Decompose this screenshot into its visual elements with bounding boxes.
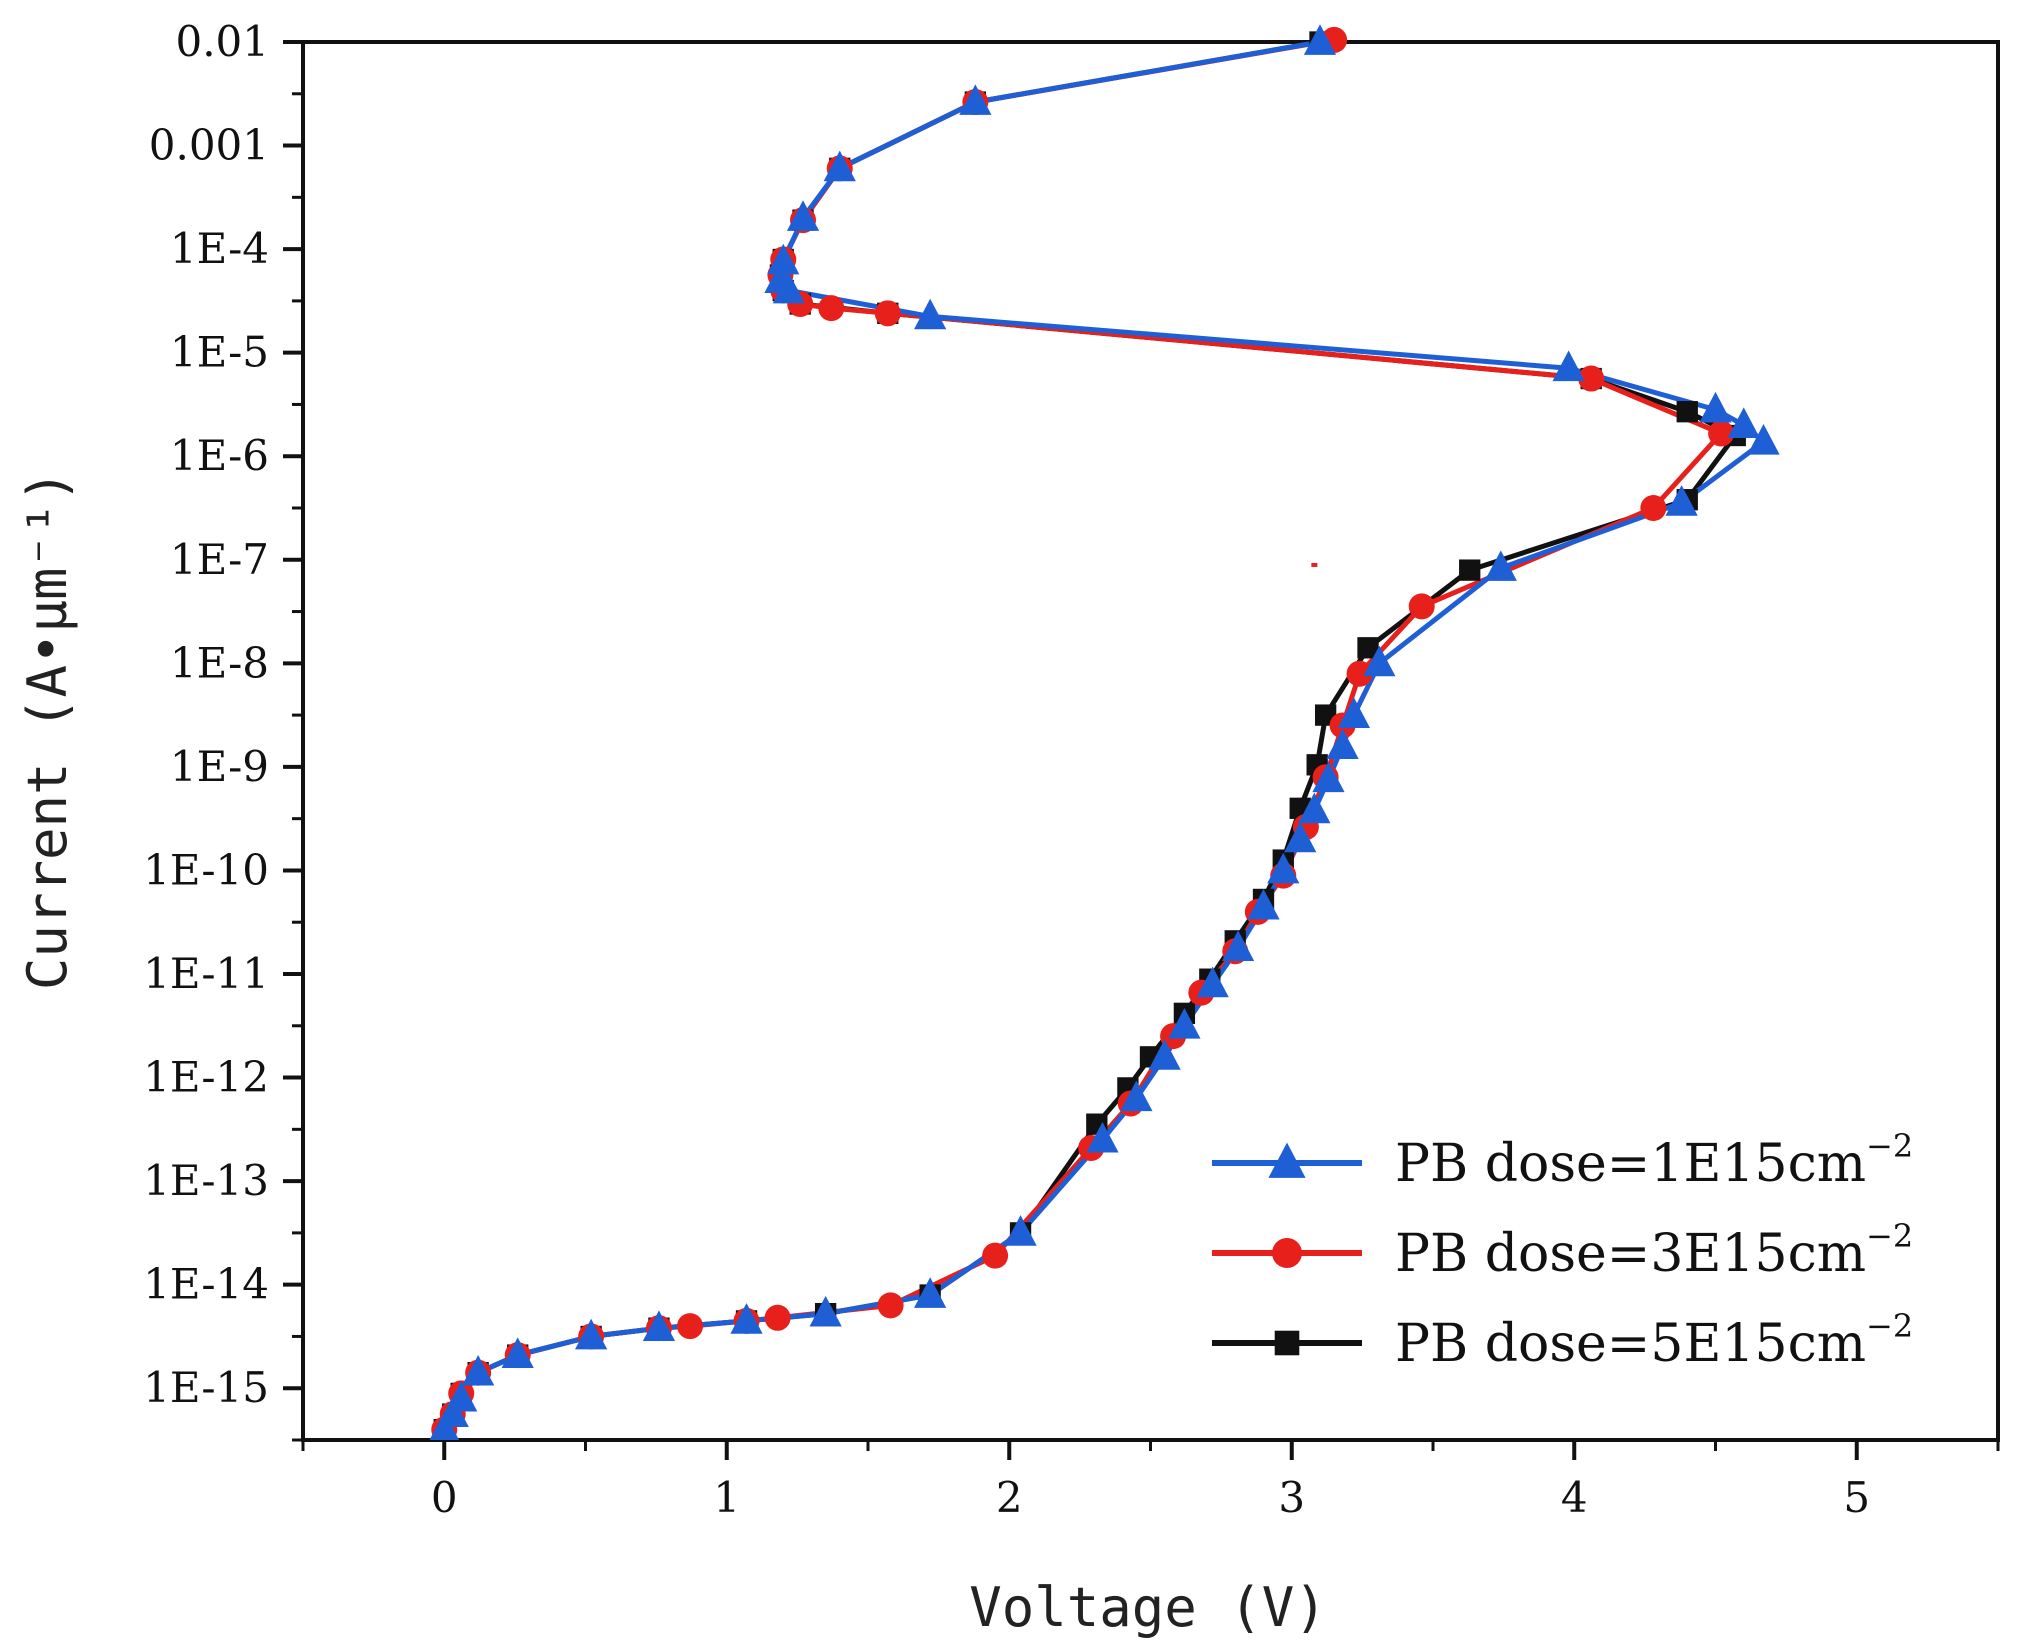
data-point-triangle [914, 1277, 947, 1308]
legend: PB dose=1E15cm−2PB dose=3E15cm−2PB dose=… [1212, 1127, 1913, 1374]
y-tick-label: 1E-13 [143, 1156, 269, 1205]
data-point-triangle [786, 200, 820, 231]
series-layer [442, 37, 1766, 1431]
data-point-circle [1640, 495, 1667, 521]
data-point-triangle [1552, 350, 1585, 382]
data-point-triangle [1221, 930, 1255, 961]
y-tick-label: 1E-15 [143, 1363, 269, 1412]
data-point-triangle [1747, 423, 1780, 455]
data-point-circle [874, 300, 901, 327]
data-point-circle [677, 1313, 704, 1340]
data-point-triangle [501, 1337, 534, 1368]
y-tick-label: 1E-12 [143, 1053, 269, 1102]
series-line-3 [442, 39, 1738, 1431]
data-point-triangle [1665, 485, 1698, 516]
data-point-circle [982, 1242, 1009, 1269]
series-line-2 [442, 37, 1724, 1431]
y-tick-label: 1E-6 [170, 431, 269, 480]
data-point-circle [1346, 660, 1373, 687]
x-axis: 0 1 2 3 4 5 [301, 1440, 2000, 1522]
x-tick-label: 0 [431, 1473, 458, 1522]
series-line-1 [442, 39, 1766, 1431]
legend-label-text: PB dose=1E15cm [1395, 1134, 1866, 1194]
data-point-triangle [1303, 24, 1337, 55]
stray-dot [1311, 562, 1318, 567]
data-point-triangle [1196, 966, 1229, 998]
data-point-triangle [1326, 728, 1359, 760]
data-point-circle [1578, 365, 1605, 392]
data-point-square [1357, 637, 1379, 659]
data-point-triangle [1004, 1215, 1037, 1246]
y-tick-label: 1E-5 [170, 328, 269, 377]
y-tick-label: 1E-4 [170, 224, 269, 273]
data-point-triangle [1267, 852, 1300, 884]
data-point-triangle [823, 150, 856, 182]
y-tick-label: 1E-9 [170, 742, 269, 791]
legend-label-superscript: −2 [1866, 1307, 1913, 1345]
data-point-triangle [959, 84, 992, 115]
legend-label-2: PB dose=3E15cm−2 [1395, 1217, 1913, 1284]
data-point-circle [764, 1304, 791, 1331]
data-point-triangle [642, 1310, 676, 1342]
data-point-triangle [1284, 821, 1317, 853]
y-tick-label: 0.001 [149, 121, 269, 170]
data-point-circle [818, 295, 845, 322]
data-point-triangle [1298, 792, 1331, 824]
y-tick-label: 1E-7 [170, 535, 269, 584]
data-point-square [1459, 559, 1481, 581]
data-point-triangle [764, 262, 797, 294]
y-tick-label: 1E-8 [170, 638, 269, 687]
x-tick-label: 3 [1278, 1473, 1305, 1522]
data-point-circle [877, 1292, 904, 1319]
data-point-triangle [1247, 888, 1280, 920]
x-tick-label: 2 [996, 1473, 1023, 1522]
y-tick-label: 1E-10 [143, 845, 269, 894]
legend-label-1: PB dose=1E15cm−2 [1395, 1127, 1913, 1194]
x-axis-title: Voltage (V) [969, 1576, 1327, 1639]
legend-marker-circle [1272, 1238, 1302, 1268]
legend-label-text: PB dose=5E15cm [1395, 1314, 1866, 1374]
x-tick-label: 1 [713, 1473, 740, 1522]
data-point-triangle [575, 1318, 608, 1350]
y-axis-title: Current (A•μm⁻¹) [16, 470, 79, 990]
data-point-square [1676, 401, 1698, 423]
data-point-triangle [1699, 391, 1732, 423]
data-point-triangle [1312, 761, 1345, 793]
legend-marker-square [1274, 1330, 1300, 1356]
x-tick-label: 5 [1843, 1473, 1870, 1522]
data-point-triangle [436, 1396, 469, 1427]
data-point-triangle [1168, 1008, 1201, 1039]
data-point-triangle [1148, 1039, 1181, 1070]
data-point-triangle [914, 298, 947, 330]
data-point-triangle [1337, 697, 1371, 728]
data-point-triangle [730, 1303, 763, 1334]
data-point-triangle [445, 1380, 478, 1412]
data-point-circle [1408, 593, 1435, 620]
data-point-triangle [1484, 550, 1517, 581]
data-point-triangle [1727, 407, 1760, 439]
x-tick-label: 4 [1561, 1473, 1588, 1522]
data-point-circle [1708, 420, 1735, 447]
y-tick-label: 1E-14 [143, 1260, 269, 1309]
data-point-triangle [767, 243, 800, 275]
legend-label-3: PB dose=5E15cm−2 [1395, 1307, 1913, 1374]
legend-marker-triangle [1268, 1142, 1306, 1178]
markers-layer [429, 24, 1780, 1440]
legend-label-superscript: −2 [1866, 1217, 1913, 1255]
data-point-triangle [1120, 1080, 1153, 1112]
legend-label-text: PB dose=3E15cm [1395, 1224, 1866, 1284]
data-point-triangle [462, 1354, 495, 1386]
y-tick-label: 1E-11 [143, 949, 269, 998]
data-point-triangle [1086, 1121, 1119, 1153]
data-point-triangle [1363, 645, 1396, 677]
data-point-triangle [809, 1295, 842, 1327]
y-tick-label: 0.01 [175, 17, 269, 66]
y-axis: 0.01 0.001 1E-4 1E-5 1E-6 1E-7 1E-8 1E-9 1E-10 1E… [143, 17, 303, 1442]
legend-label-superscript: −2 [1866, 1127, 1913, 1165]
